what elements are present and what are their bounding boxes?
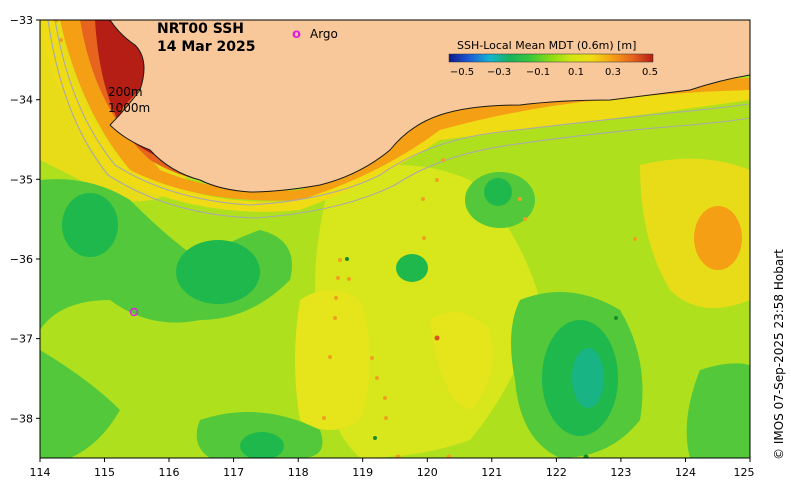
x-tick-label: 117 (223, 466, 244, 479)
isobath-200m (54, 20, 750, 206)
coastline-south (109, 74, 750, 193)
x-tick-label: 125 (734, 466, 755, 479)
land-australia (110, 20, 750, 192)
ssh-anomaly-yellow-mid (430, 312, 493, 410)
x-tick-label: 118 (288, 466, 309, 479)
colorbar-gradient (448, 53, 654, 63)
drifter-dots (53, 20, 637, 458)
ssh-anomaly-west2-dark (176, 240, 260, 304)
map-title-product: NRT00 SSH (157, 21, 244, 37)
ssh-anomaly-se-green (686, 363, 750, 458)
x-tick-label: 123 (610, 466, 631, 479)
ssh-anomaly-sw-green (40, 350, 120, 458)
colorbar-tick-label: 0.1 (568, 67, 584, 78)
ssh-anomaly-east-orange (694, 206, 742, 270)
isobath-label-200m: 200m (108, 85, 143, 99)
map-title-date: 14 Mar 2025 (157, 39, 255, 55)
y-axis: −33 −34 −35 −36 −37 −38 (10, 14, 40, 425)
y-tick-label: −38 (10, 412, 33, 425)
plot-frame (39, 19, 751, 459)
colorbar-tick-label: −0.1 (526, 67, 550, 78)
isobath-1000m (47, 20, 750, 219)
y-tick-label: −37 (10, 333, 33, 346)
credit-text: © IMOS 07-Sep-2025 23:58 Hobart (772, 249, 786, 460)
ssh-anomaly-yellow-south (295, 290, 370, 430)
colorbar-title: SSH-Local Mean MDT (0.6m) [m] (457, 39, 636, 52)
colorbar: SSH-Local Mean MDT (0.6m) [m] −0.5 −0.3 … (448, 39, 658, 78)
ssh-coastal-band-yellow (40, 20, 750, 212)
x-tick-label: 114 (30, 466, 51, 479)
x-tick-label: 124 (675, 466, 696, 479)
coastline-west (109, 20, 145, 126)
x-tick-label: 119 (352, 466, 373, 479)
ssh-anomaly-west-dark (62, 193, 118, 257)
colorbar-tick-label: −0.5 (450, 67, 474, 78)
x-tick-label: 116 (159, 466, 180, 479)
y-tick-label: −34 (10, 94, 33, 107)
ssh-anomaly-small-dark (396, 254, 428, 282)
x-axis: 114 115 116 117 118 119 120 121 122 123 … (30, 458, 755, 479)
isobath-label-1000m: 1000m (108, 101, 150, 115)
ssh-field (40, 20, 750, 458)
ssh-anomaly-eddy-core (572, 348, 604, 408)
colorbar-tick-label: −0.3 (487, 67, 511, 78)
y-tick-label: −36 (10, 253, 33, 266)
x-tick-label: 121 (481, 466, 502, 479)
x-tick-label: 122 (546, 466, 567, 479)
ssh-anomaly-north-dark (484, 178, 512, 206)
x-tick-label: 120 (417, 466, 438, 479)
argo-legend-label: Argo (310, 27, 338, 41)
y-tick-label: −35 (10, 173, 33, 186)
colorbar-tick-label: 0.5 (642, 67, 658, 78)
colorbar-tick-label: 0.3 (605, 67, 621, 78)
ssh-anomaly-south-dark (240, 432, 284, 458)
argo-float-marker (129, 307, 139, 317)
x-tick-label: 115 (94, 466, 115, 479)
argo-legend-symbol: o (292, 27, 301, 42)
y-tick-label: −33 (10, 14, 33, 27)
